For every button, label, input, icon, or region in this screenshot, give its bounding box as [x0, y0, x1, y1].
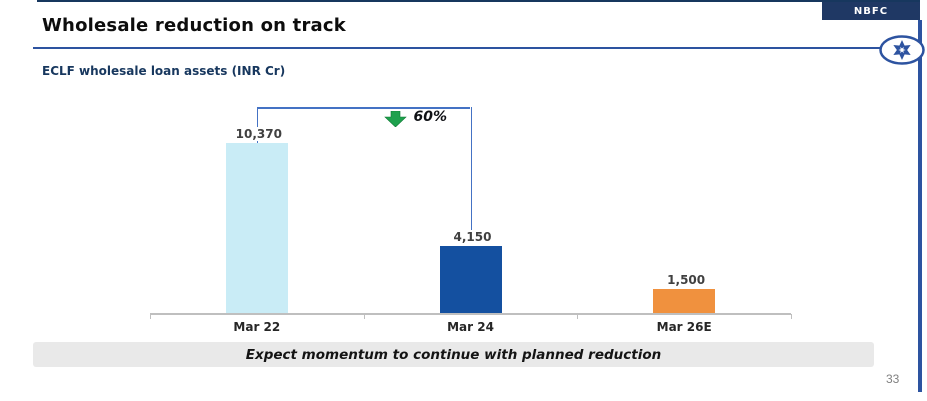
right-border-line: [918, 20, 922, 392]
corner-badge-label: NBFC: [853, 5, 889, 17]
category-label: Mar 22: [233, 320, 281, 334]
page-title: Wholesale reduction on track: [42, 15, 346, 36]
bar-value-label: 10,370: [211, 127, 306, 141]
reduction-bracket-left-leg: [256, 107, 259, 143]
title-underline: [33, 47, 880, 49]
axis-tick-mark: [150, 314, 151, 319]
chart-title: ECLF wholesale loan assets (INR Cr): [42, 64, 286, 78]
reduction-percent-label: 60%: [413, 109, 448, 125]
axis-tick-mark: [363, 314, 365, 319]
page-number: 33: [886, 372, 900, 386]
axis-tick-mark: [577, 314, 579, 319]
axis-tick-mark: [791, 314, 792, 319]
bar-mar-26e: [653, 289, 716, 314]
reduction-bracket-top: [256, 107, 471, 109]
asterisk-icon: [879, 35, 925, 65]
slide-top-border: [37, 0, 920, 2]
corner-badge: NBFC: [822, 2, 920, 20]
bar-value-label: 1,500: [639, 273, 734, 287]
footer-banner-text: Expect momentum to continue with planned…: [245, 346, 662, 363]
bar-value-label: 4,150: [425, 230, 520, 244]
category-label: Mar 26E: [656, 320, 712, 334]
x-axis-line: [150, 313, 791, 315]
category-label: Mar 24: [447, 320, 494, 334]
footer-banner: Expect momentum to continue with planned…: [33, 342, 874, 367]
bar-mar-22: [225, 143, 288, 314]
green-down-arrow-icon: [383, 110, 407, 132]
asterisk-logo: [878, 34, 926, 66]
reduction-bracket-right-leg: [470, 107, 472, 231]
bar-mar-24: [439, 246, 502, 314]
